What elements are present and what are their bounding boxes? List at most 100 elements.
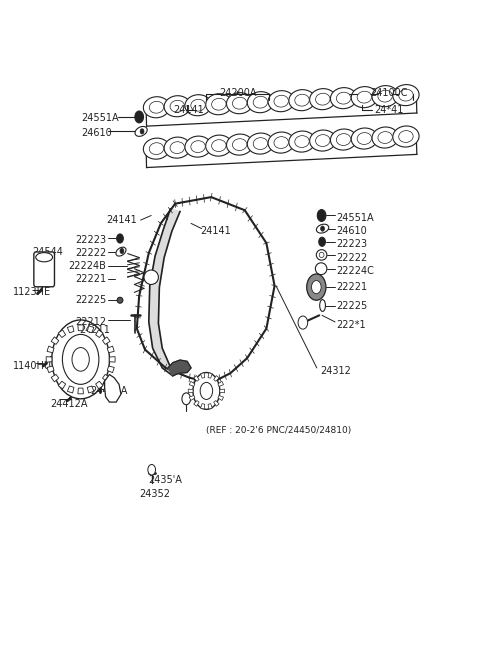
Ellipse shape [357,91,372,103]
Ellipse shape [247,92,274,113]
Text: 1140HU: 1140HU [13,361,52,371]
Ellipse shape [149,143,164,154]
Circle shape [200,382,213,399]
Polygon shape [218,382,224,386]
Polygon shape [46,357,52,362]
Circle shape [307,274,326,300]
Polygon shape [67,386,74,393]
Ellipse shape [191,141,205,152]
Text: 22221: 22221 [336,282,367,292]
Ellipse shape [253,97,268,108]
Ellipse shape [274,137,288,148]
Polygon shape [107,366,114,373]
Ellipse shape [316,250,327,260]
Ellipse shape [295,94,309,106]
Text: 24412A: 24412A [50,399,88,409]
Polygon shape [189,382,195,386]
Ellipse shape [164,96,191,117]
Ellipse shape [351,87,377,108]
Ellipse shape [315,263,327,275]
Polygon shape [103,374,110,382]
Text: 24141: 24141 [201,226,231,237]
Text: 22223: 22223 [75,235,107,245]
Ellipse shape [310,89,336,110]
Ellipse shape [289,89,315,110]
Ellipse shape [336,92,351,104]
Circle shape [140,129,144,134]
Polygon shape [51,374,59,382]
Circle shape [62,334,99,384]
Circle shape [193,373,220,409]
Polygon shape [58,330,66,338]
Polygon shape [103,337,110,344]
Ellipse shape [295,135,309,147]
Text: 24352: 24352 [139,489,170,499]
Ellipse shape [372,127,398,148]
Text: 24141: 24141 [173,104,204,115]
Ellipse shape [36,253,52,262]
Polygon shape [87,326,94,333]
Text: 22212: 22212 [75,317,107,327]
Polygon shape [214,376,219,381]
Polygon shape [78,325,84,330]
Polygon shape [220,389,225,393]
Text: 22223: 22223 [336,239,367,250]
Polygon shape [208,403,212,409]
Text: 1123HE: 1123HE [13,287,51,298]
Polygon shape [193,376,199,381]
Ellipse shape [319,252,324,258]
Text: 222*1: 222*1 [336,320,366,330]
Polygon shape [58,381,66,389]
Ellipse shape [144,97,169,118]
Polygon shape [149,209,180,376]
Ellipse shape [315,135,330,147]
Ellipse shape [320,300,325,311]
Polygon shape [201,373,205,378]
Ellipse shape [310,130,336,151]
Polygon shape [201,403,205,409]
Text: 22224B: 22224B [69,261,107,271]
FancyBboxPatch shape [34,252,54,287]
Ellipse shape [315,93,330,105]
Ellipse shape [268,132,294,153]
Ellipse shape [170,142,184,154]
Text: 24211: 24211 [79,325,110,335]
Ellipse shape [164,137,191,158]
Text: 24544: 24544 [33,247,63,258]
Ellipse shape [227,134,253,155]
Ellipse shape [170,101,184,112]
Ellipse shape [144,270,158,284]
Ellipse shape [274,95,288,107]
Polygon shape [109,357,115,362]
Polygon shape [218,396,224,400]
Polygon shape [189,396,195,400]
Circle shape [182,393,191,405]
Circle shape [321,226,324,231]
Ellipse shape [232,97,247,109]
Circle shape [120,248,124,254]
Ellipse shape [206,135,232,156]
Ellipse shape [185,95,211,116]
Ellipse shape [144,138,169,159]
Text: 22225: 22225 [75,295,107,306]
Circle shape [72,348,89,371]
Circle shape [148,464,156,475]
Ellipse shape [378,90,392,102]
Ellipse shape [399,131,413,143]
Text: 24551A: 24551A [82,113,119,124]
Text: 24200A: 24200A [219,88,256,99]
Text: 22222: 22222 [75,248,107,258]
Ellipse shape [212,140,226,152]
Ellipse shape [336,133,351,145]
Ellipse shape [289,131,315,152]
Ellipse shape [393,85,419,106]
Ellipse shape [330,87,357,108]
Polygon shape [193,401,199,406]
Text: (REF : 20-2'6 PNC/24450/24810): (REF : 20-2'6 PNC/24450/24810) [206,426,352,435]
Text: 24610: 24610 [82,127,112,138]
Ellipse shape [393,126,419,147]
Ellipse shape [116,247,126,256]
Polygon shape [47,366,54,373]
Ellipse shape [117,297,123,304]
Text: 24100C: 24100C [370,88,408,99]
